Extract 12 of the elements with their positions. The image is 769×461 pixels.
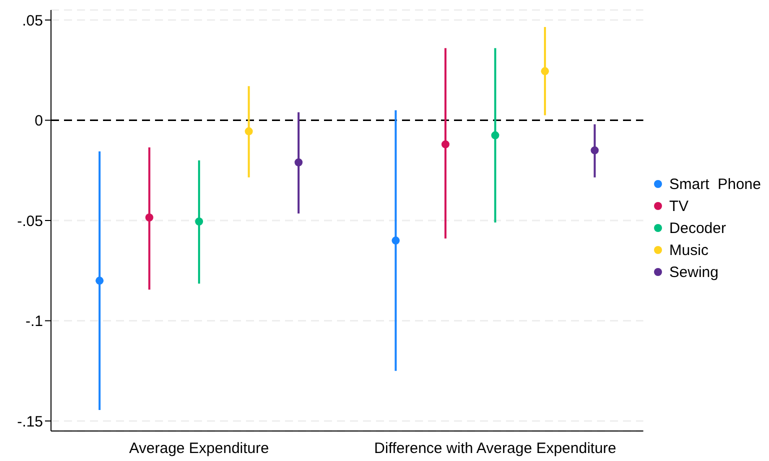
x-tick-label: Average Expenditure: [129, 440, 269, 457]
x-tick-label: Difference with Average Expenditure: [374, 440, 616, 457]
y-tick-label: -.1: [25, 313, 43, 330]
legend-label: Music: [669, 242, 708, 258]
y-tick-label: -.05: [17, 212, 43, 230]
legend-label: Decoder: [669, 220, 726, 236]
legend-label: TV: [669, 198, 688, 214]
legend-label: Sewing: [669, 264, 718, 280]
y-tick-label: 0: [34, 112, 43, 130]
legend-label: Smart Phone: [669, 176, 761, 192]
y-tick-label: -.15: [17, 413, 43, 430]
y-tick-label: .05: [22, 12, 43, 30]
